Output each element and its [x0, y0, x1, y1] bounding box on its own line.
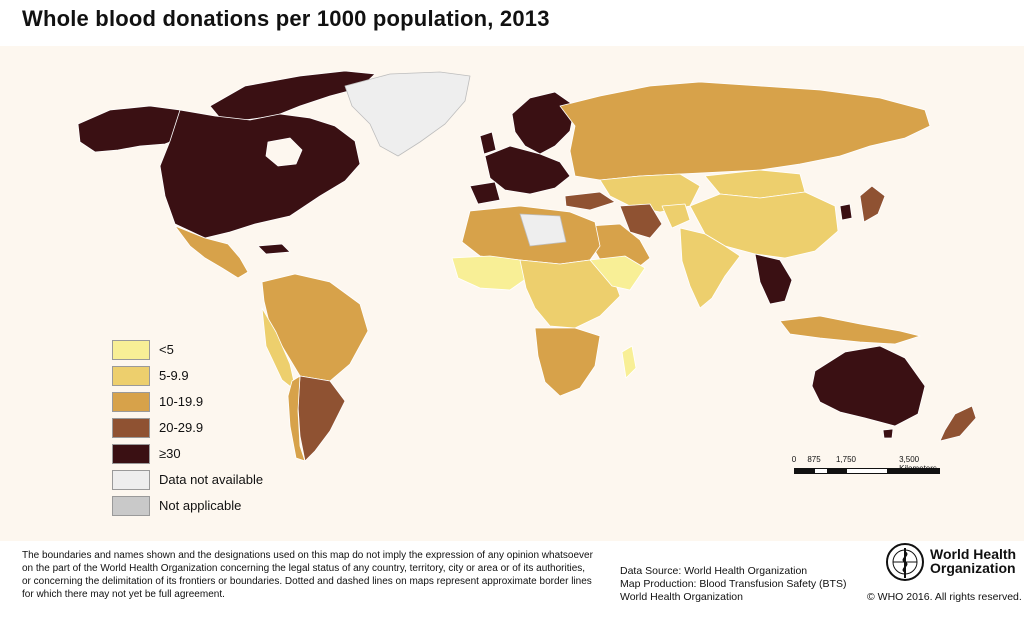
copyright-notice: © WHO 2016. All rights reserved. [867, 591, 1022, 603]
region-turkey [564, 191, 616, 211]
region-uk [479, 131, 497, 155]
region-central-africa [519, 259, 621, 329]
region-scandinavia [511, 91, 576, 155]
legend-swatch [112, 392, 150, 412]
water-hudson-bay [265, 137, 303, 167]
legend-label: 5-9.9 [159, 368, 189, 383]
region-western-europe [484, 145, 571, 195]
region-iberia [469, 181, 501, 205]
region-australia [811, 345, 926, 427]
legend-swatch [112, 366, 150, 386]
scale-tick-label: 875 [807, 455, 821, 464]
region-southern-africa [534, 327, 601, 397]
map-area [0, 46, 1024, 541]
legend-label: 20-29.9 [159, 420, 204, 435]
legend-swatch [112, 340, 150, 360]
legend-label: Not applicable [159, 498, 242, 513]
legend-swatch [112, 444, 150, 464]
region-iran [619, 203, 663, 239]
world-map [77, 70, 977, 462]
region-west-africa [451, 255, 531, 291]
disclaimer-line: or concerning the delimitation of its fr… [22, 576, 592, 587]
scale-segment [794, 468, 814, 474]
region-greenland [344, 71, 471, 157]
region-madagascar [621, 345, 637, 379]
region-indochina [754, 253, 793, 305]
scale-tick-label: 0 [791, 455, 797, 464]
legend-swatch [112, 418, 150, 438]
region-libya-algeria-na [519, 213, 567, 247]
region-argentina [297, 375, 346, 462]
who-emblem-icon [886, 543, 924, 581]
legend-swatch [112, 496, 150, 516]
region-mexico [174, 225, 249, 279]
region-alaska [77, 105, 186, 153]
legend-label: <5 [159, 342, 174, 357]
organization-name-line: World Health [930, 546, 1017, 562]
scale-bar: 0 875 1,750 3,500 Kilometers [790, 455, 950, 495]
organization-name-line: Organization [930, 560, 1016, 576]
scale-segment [828, 468, 846, 474]
region-horn-africa [589, 255, 646, 291]
region-india [679, 227, 741, 309]
scale-segment [888, 468, 940, 474]
region-malaysia-indonesia [779, 315, 921, 345]
region-afghanistan [661, 203, 691, 229]
region-new-zealand [939, 405, 977, 442]
region-korea [839, 203, 853, 221]
map-disclaimer: The boundaries and names shown and the d… [22, 549, 602, 601]
region-russia [559, 81, 931, 181]
region-japan [859, 185, 886, 223]
scale-segment [814, 468, 828, 474]
legend-label: ≥30 [159, 446, 181, 461]
region-tasmania [882, 428, 894, 439]
legend-label: Data not available [159, 472, 264, 487]
credit-line: Data Source: World Health Organization [620, 565, 808, 577]
region-cuba [257, 243, 291, 255]
region-chile [287, 375, 306, 462]
organization-name: World Health Organization [930, 547, 1016, 575]
map-title: Whole blood donations per 1000 populatio… [22, 6, 550, 31]
disclaimer-line: for which there may not yet be full agre… [22, 589, 225, 600]
legend-label: 10-19.9 [159, 394, 204, 409]
disclaimer-line: on the part of the World Health Organiza… [22, 563, 586, 574]
region-north-america [159, 109, 361, 239]
scale-tick-label: 1,750 [835, 455, 857, 464]
credit-line: Map Production: Blood Transfusion Safety… [620, 578, 847, 590]
map-credits: Data Source: World Health Organization M… [620, 565, 846, 604]
credit-line: World Health Organization [620, 591, 743, 603]
legend-swatch [112, 470, 150, 490]
disclaimer-line: The boundaries and names shown and the d… [22, 550, 593, 561]
scale-segment [846, 468, 888, 474]
